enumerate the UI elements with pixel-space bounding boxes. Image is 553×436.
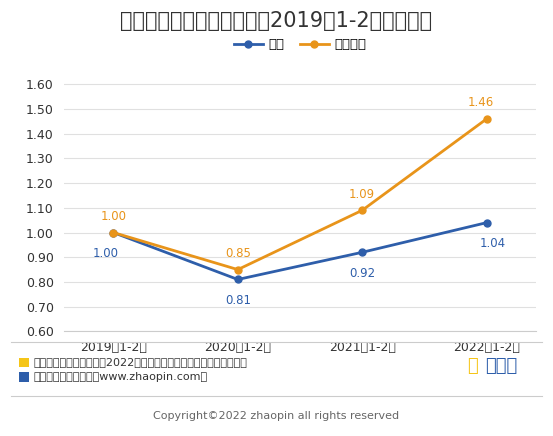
Text: 智: 智 — [467, 357, 478, 375]
Text: 数据来源：智联招聘（www.zhaopin.com）: 数据来源：智联招聘（www.zhaopin.com） — [33, 372, 207, 382]
Text: 联招聘: 联招聘 — [486, 357, 518, 375]
Text: 1.00: 1.00 — [100, 210, 127, 223]
总体 — [234, 277, 241, 282]
总体 — [110, 230, 117, 235]
上市公司 — [110, 230, 117, 235]
上市公司 — [234, 267, 241, 272]
Text: 1.09: 1.09 — [349, 188, 375, 201]
Text: 上市公司招聘规模走势（以2019年1-2月为基数）: 上市公司招聘规模走势（以2019年1-2月为基数） — [121, 11, 432, 31]
Text: 1.00: 1.00 — [93, 247, 119, 260]
Line: 上市公司: 上市公司 — [110, 116, 490, 273]
Text: 0.85: 0.85 — [225, 247, 251, 260]
Text: 1.04: 1.04 — [480, 237, 506, 250]
Legend: 总体, 上市公司: 总体, 上市公司 — [228, 33, 372, 57]
Text: 统计规则：基于智联招聘2022年在线招聘数据库的数据监测统计分析: 统计规则：基于智联招聘2022年在线招聘数据库的数据监测统计分析 — [33, 358, 247, 367]
总体 — [483, 220, 490, 225]
Text: Copyright©2022 zhaopin all rights reserved: Copyright©2022 zhaopin all rights reserv… — [153, 412, 400, 421]
Line: 总体: 总体 — [110, 219, 490, 283]
总体 — [359, 250, 366, 255]
Text: 1.46: 1.46 — [467, 96, 493, 109]
Text: 0.92: 0.92 — [349, 267, 375, 279]
上市公司 — [359, 208, 366, 213]
上市公司 — [483, 116, 490, 122]
Text: 0.81: 0.81 — [225, 294, 251, 307]
